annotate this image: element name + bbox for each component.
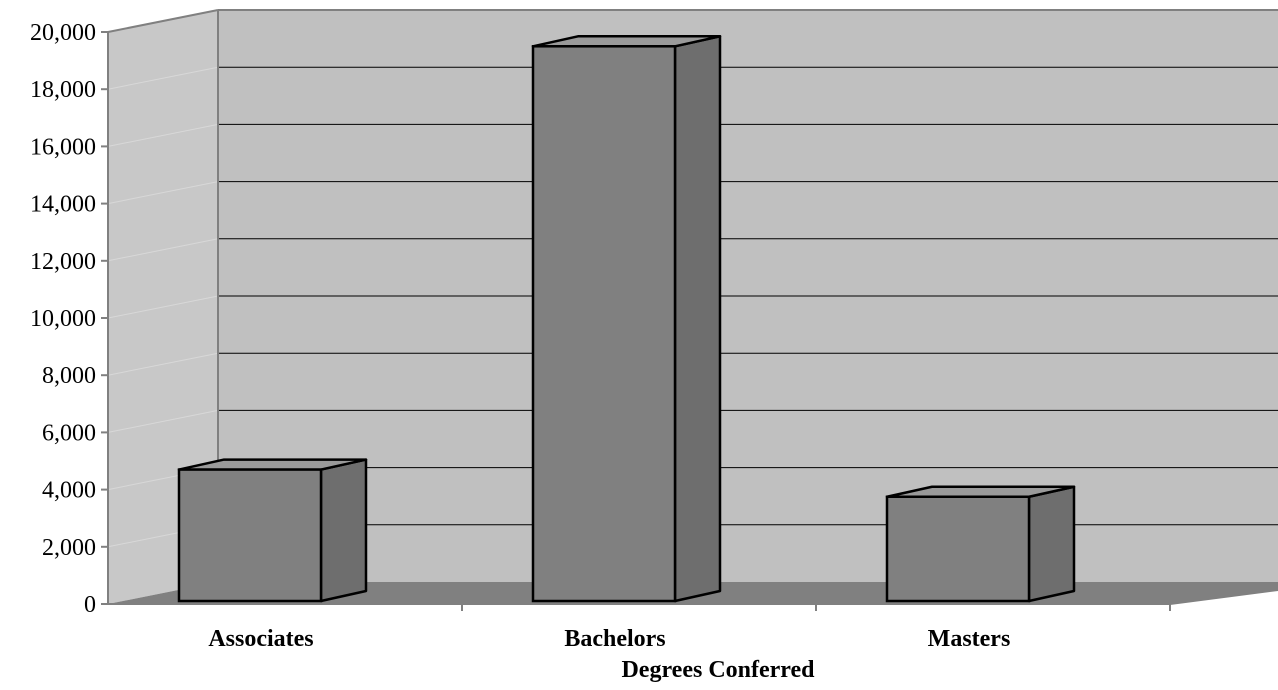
y-tick-label: 8,000: [42, 363, 96, 389]
bars: [177, 35, 1076, 603]
bar-side-face: [1027, 485, 1076, 603]
y-tick-label: 20,000: [30, 20, 96, 46]
y-tick-label: 16,000: [30, 134, 96, 160]
y-tick-label: 14,000: [30, 192, 96, 218]
bar-front-face: [531, 45, 677, 603]
x-category-label: Bachelors: [564, 626, 665, 652]
side-gridline: [107, 66, 219, 90]
bar-associates: [177, 458, 368, 603]
side-gridline: [107, 352, 219, 376]
x-axis-title: Degrees Conferred: [621, 657, 815, 683]
y-tick-label: 10,000: [30, 306, 96, 332]
bar-bachelors: [531, 35, 722, 603]
side-top-edge: [107, 9, 219, 33]
bar-masters: [885, 485, 1076, 603]
x-category-label: Associates: [208, 626, 313, 652]
y-tick-label: 0: [84, 592, 96, 618]
y-tick-labels: 0 2,000 4,000 6,000 8,000 10,000 12,000 14,000 1…: [30, 20, 96, 618]
y-tick-label: 4,000: [42, 478, 96, 504]
y-tick-label: 18,000: [30, 77, 96, 103]
side-gridline: [107, 409, 219, 433]
side-gridline: [107, 238, 219, 262]
y-tick-label: 6,000: [42, 420, 96, 446]
bar-front-face: [177, 468, 323, 603]
floor-right-edge: [1169, 589, 1278, 605]
side-gridline: [107, 123, 219, 147]
x-category-labels: Associates Bachelors Masters: [208, 626, 1010, 652]
y-tick-label: 2,000: [42, 535, 96, 561]
bar-side-face: [319, 458, 368, 603]
side-gridline: [107, 181, 219, 205]
bar-side-face: [673, 35, 722, 603]
x-category-label: Masters: [928, 626, 1011, 652]
side-gridline: [107, 295, 219, 319]
y-tick-label: 12,000: [30, 249, 96, 275]
axes: [101, 9, 1278, 611]
bar-front-face: [885, 495, 1031, 603]
